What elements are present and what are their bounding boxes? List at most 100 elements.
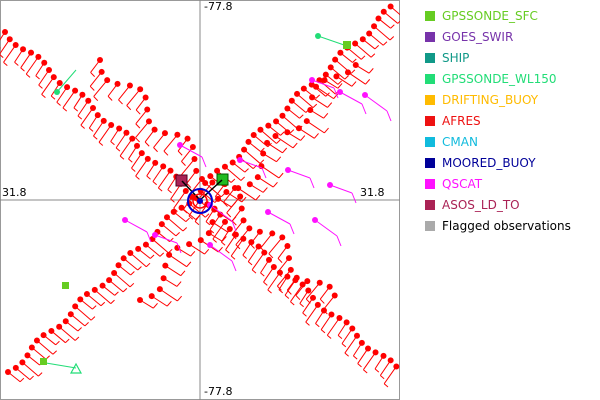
- wind-barb-flag: [230, 255, 236, 260]
- qscat-barb-flag: [361, 103, 367, 115]
- gpssonde-sfc-marker: [62, 282, 69, 289]
- wind-barb: [181, 207, 196, 220]
- track-point: [337, 49, 344, 56]
- legend-item-gpssonde-sfc[interactable]: GPSSONDE_SFC: [420, 6, 598, 27]
- wind-barb: [357, 348, 369, 364]
- wind-barb-flag: [144, 141, 150, 147]
- wind-barb-flag: [365, 79, 371, 85]
- track-point: [20, 46, 27, 53]
- storm-center-layer: [175, 173, 229, 214]
- wind-barb-flag: [262, 187, 268, 193]
- track-point: [344, 69, 351, 76]
- wind-barb-flag: [212, 238, 217, 243]
- qscat-barb-flag: [201, 156, 207, 168]
- wind-barb-flag: [90, 316, 96, 321]
- wind-barb: [341, 328, 353, 344]
- track-inner-1: [89, 57, 338, 315]
- track-point: [186, 241, 193, 248]
- wind-barb: [86, 293, 102, 307]
- wind-barb-flag: [152, 181, 158, 186]
- observation-map[interactable]: -77.8 -77.8 31.8 31.8: [0, 0, 400, 400]
- wind-barb-flag: [319, 298, 325, 304]
- track-point: [145, 118, 152, 125]
- track-point: [331, 292, 338, 299]
- wind-barb-flag: [227, 227, 233, 233]
- wind-barb-flag: [276, 285, 282, 291]
- track-point: [127, 249, 134, 256]
- qscat-barb-flag: [386, 110, 392, 122]
- wind-barb: [3, 44, 17, 63]
- qscat-observation: [122, 217, 152, 243]
- wind-barb: [275, 135, 294, 149]
- wind-barb: [320, 314, 332, 330]
- track-point: [372, 349, 379, 356]
- wind-barb: [291, 100, 307, 113]
- wind-barb-flag: [195, 215, 200, 220]
- legend-item-ship[interactable]: SHIP: [420, 48, 598, 69]
- wind-barb: [151, 295, 168, 307]
- track-point: [56, 323, 63, 330]
- wind-barb-flag: [390, 24, 395, 29]
- legend-item-cman[interactable]: CMAN: [420, 132, 598, 153]
- legend-item-qscat[interactable]: QSCAT: [420, 174, 598, 195]
- legend-item-asos-ld-to[interactable]: ASOS_LD_TO: [420, 195, 598, 216]
- track-point: [108, 122, 115, 129]
- legend-item-flagged-observations[interactable]: Flagged observations: [420, 216, 598, 237]
- legend-item-afres[interactable]: AFRES: [420, 111, 598, 132]
- track-point: [126, 82, 133, 89]
- wind-barb-flag: [149, 254, 155, 259]
- track-point: [300, 85, 307, 92]
- asos-ld-to-marker: [175, 174, 188, 187]
- wind-barb: [346, 47, 362, 60]
- wind-barb: [180, 158, 195, 176]
- wind-barb: [25, 56, 39, 75]
- legend-item-goes-swir[interactable]: GOES_SWIR: [420, 27, 598, 48]
- wind-barb: [213, 209, 233, 222]
- track-point: [284, 105, 291, 112]
- track-point: [353, 332, 360, 339]
- axis-label-left: 31.8: [2, 186, 27, 199]
- wind-barb-flag: [93, 135, 98, 140]
- legend-item-drifting-buoy[interactable]: DRIFTING_BUOY: [420, 90, 598, 111]
- track-point: [260, 150, 267, 157]
- wind-barb: [93, 120, 105, 137]
- wind-barb: [322, 295, 336, 311]
- track-point: [167, 167, 174, 174]
- track-point: [209, 179, 216, 186]
- wind-barb-flag: [250, 243, 255, 249]
- track-point: [120, 255, 127, 262]
- wind-barb: [80, 107, 94, 126]
- legend-item-moored-buoy[interactable]: MOORED_BUOY: [420, 153, 598, 174]
- track-point: [162, 262, 169, 269]
- track-point: [178, 204, 185, 211]
- wind-barb-flag: [230, 178, 236, 183]
- wind-barb-flag: [167, 189, 172, 194]
- wind-barb: [168, 254, 187, 268]
- wind-barb-flag: [241, 196, 247, 203]
- track-point: [332, 56, 339, 63]
- wind-barb-flag: [370, 53, 376, 58]
- wind-barb: [135, 109, 148, 125]
- track-point: [138, 150, 145, 157]
- track-point: [284, 242, 291, 249]
- wind-barb-flag: [289, 129, 295, 134]
- legend-label: GPSSONDE_WL150: [442, 72, 557, 86]
- track-point: [314, 301, 321, 308]
- qscat-point: [122, 217, 128, 223]
- wind-barb-flag: [130, 271, 135, 276]
- wind-barb: [268, 237, 283, 254]
- track-point: [6, 36, 13, 43]
- qscat-barb: [209, 244, 233, 262]
- wind-barb: [181, 146, 194, 162]
- wind-barb-flag: [337, 80, 343, 85]
- wind-barb-flag: [299, 303, 304, 308]
- legend-item-gpssonde-wl150[interactable]: GPSSONDE_WL150: [420, 69, 598, 90]
- track-point: [321, 77, 328, 84]
- wind-barb-flag: [19, 377, 25, 383]
- wind-barb-flag: [131, 167, 136, 172]
- wind-barb: [20, 52, 32, 69]
- track-point: [79, 91, 86, 98]
- track-point: [129, 135, 136, 142]
- wind-barb-flag: [290, 301, 295, 306]
- wind-barb-flag: [277, 258, 283, 263]
